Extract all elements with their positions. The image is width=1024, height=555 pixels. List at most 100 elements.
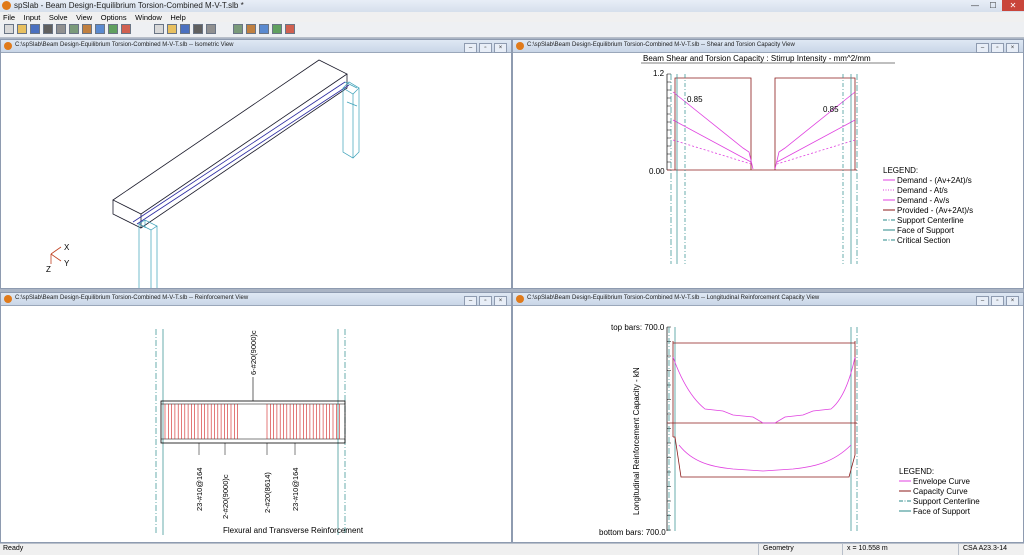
- legend-title: LEGEND:: [899, 467, 934, 476]
- pane-maximize-button[interactable]: ▫: [479, 296, 492, 306]
- stirrup-label-left: 23-#10@164: [195, 468, 204, 511]
- ytick-top: 1.2: [653, 69, 665, 78]
- menu-window[interactable]: Window: [135, 13, 162, 22]
- stirrups: [164, 404, 340, 439]
- minimize-button[interactable]: —: [971, 1, 979, 10]
- menu-solve[interactable]: Solve: [48, 13, 68, 22]
- status-bar: Ready Geometry x = 10.558 m CSA A23.3-14: [0, 543, 1024, 555]
- pane-minimize-button[interactable]: –: [976, 43, 989, 53]
- axis-z-label: Z: [46, 265, 51, 274]
- demand-curves: [672, 91, 856, 170]
- pane-title: C:\spSlab\Beam Design-Equilibrium Torsio…: [527, 295, 820, 301]
- axis-triad: [50, 246, 62, 264]
- status-ready: Ready: [3, 545, 24, 552]
- legend-entry: Critical Section: [897, 236, 950, 245]
- status-design-code: CSA A23.3-14: [963, 545, 1007, 552]
- bottom-bar-label-2: 2-#20(8614): [263, 472, 272, 513]
- pane-minimize-button[interactable]: –: [464, 43, 477, 53]
- copy-icon[interactable]: [69, 24, 79, 34]
- menu-help[interactable]: Help: [170, 13, 186, 22]
- pane-title: C:\spSlab\Beam Design-Equilibrium Torsio…: [15, 42, 234, 48]
- pane-close-button[interactable]: ×: [1006, 296, 1019, 306]
- menu-file[interactable]: File: [3, 13, 16, 22]
- paste-icon[interactable]: [82, 24, 92, 34]
- isometric-view-pane[interactable]: C:\spSlab\Beam Design-Equilibrium Torsio…: [0, 39, 512, 289]
- open-icon[interactable]: [17, 24, 27, 34]
- pane-maximize-button[interactable]: ▫: [479, 43, 492, 53]
- pane-icon: [516, 295, 524, 303]
- pane-minimize-button[interactable]: –: [976, 296, 989, 306]
- menu-view[interactable]: View: [76, 13, 93, 22]
- pane-header: C:\spSlab\Beam Design-Equilibrium Torsio…: [513, 40, 1023, 53]
- shear-torsion-chart: Beam Shear and Torsion Capacity : Stirru…: [641, 54, 973, 264]
- view-front-icon[interactable]: [167, 24, 177, 34]
- top-bars-label: top bars: 700.0: [611, 323, 665, 332]
- longitudinal-capacity-view-pane[interactable]: C:\spSlab\Beam Design-Equilibrium Torsio…: [512, 292, 1024, 543]
- app-logo-icon: [2, 1, 11, 10]
- legend-entry: Demand - At/s: [897, 186, 948, 195]
- pane-icon: [4, 42, 12, 50]
- pane-header: C:\spSlab\Beam Design-Equilibrium Torsio…: [513, 293, 1023, 306]
- solve-icon[interactable]: [121, 24, 131, 34]
- reinforcement-drawing: 6-#20(9000)c 23-#10@164 2-#20(9000)c 2-#…: [155, 329, 364, 535]
- ytick-zero: 0.00: [649, 167, 665, 176]
- pane-title: C:\spSlab\Beam Design-Equilibrium Torsio…: [15, 295, 249, 301]
- pane-maximize-button[interactable]: ▫: [991, 296, 1004, 306]
- legend-entry: Envelope Curve: [913, 477, 970, 486]
- zoom-extent-icon[interactable]: [272, 24, 282, 34]
- status-mode: Geometry: [763, 545, 794, 552]
- menu-input[interactable]: Input: [23, 13, 41, 22]
- axis-y-label: Y: [64, 259, 70, 268]
- legend-entry: Support Centerline: [913, 497, 980, 506]
- export-icon[interactable]: [108, 24, 118, 34]
- pan-icon[interactable]: [285, 24, 295, 34]
- print-preview-icon[interactable]: [56, 24, 66, 34]
- stirrup-label-right: 23-#10@164: [291, 468, 300, 511]
- bottom-bar-label-1: 2-#20(9000)c: [221, 474, 230, 519]
- pane-icon: [4, 295, 12, 303]
- delete-icon[interactable]: [154, 24, 164, 34]
- pane-maximize-button[interactable]: ▫: [991, 43, 1004, 53]
- beam-outline: [160, 400, 346, 444]
- legend-entry: Provided - (Av+2At)/s: [897, 206, 973, 215]
- zoom-out-icon[interactable]: [246, 24, 256, 34]
- legend-entry: Face of Support: [897, 226, 955, 235]
- zoom-in-icon[interactable]: [233, 24, 243, 34]
- value-label-left: 0.85: [687, 95, 703, 104]
- pane-close-button[interactable]: ×: [494, 43, 507, 53]
- status-coordinate: x = 10.558 m: [847, 545, 888, 552]
- pane-close-button[interactable]: ×: [494, 296, 507, 306]
- report-icon[interactable]: [95, 24, 105, 34]
- reinforcement-caption: Flexural and Transverse Reinforcement: [223, 526, 364, 535]
- isometric-drawing: X Y Z: [46, 59, 360, 288]
- new-icon[interactable]: [4, 24, 14, 34]
- value-label-right: 0.85: [823, 105, 839, 114]
- shear-torsion-view-pane[interactable]: C:\spSlab\Beam Design-Equilibrium Torsio…: [512, 39, 1024, 289]
- bottom-bars-label: bottom bars: 700.0: [599, 528, 666, 537]
- maximize-button[interactable]: ☐: [989, 1, 997, 10]
- reinforcement-view-pane[interactable]: C:\spSlab\Beam Design-Equilibrium Torsio…: [0, 292, 512, 543]
- legend-entry: Demand - Av/s: [897, 196, 949, 205]
- legend-entry: Face of Support: [913, 507, 971, 516]
- pane-minimize-button[interactable]: –: [464, 296, 477, 306]
- app-title: spSlab - Beam Design-Equilibrium Torsion…: [14, 1, 244, 10]
- print-icon[interactable]: [43, 24, 53, 34]
- legend-entry: Capacity Curve: [913, 487, 968, 496]
- menu-options[interactable]: Options: [100, 13, 127, 22]
- longitudinal-capacity-chart: top bars: 700.0 bottom bars: 700.0 Longi…: [599, 323, 980, 537]
- save-icon[interactable]: [30, 24, 40, 34]
- view-side-icon[interactable]: [193, 24, 203, 34]
- zoom-window-icon[interactable]: [259, 24, 269, 34]
- pane-icon: [516, 42, 524, 50]
- pane-close-button[interactable]: ×: [1006, 43, 1019, 53]
- toolbar: [0, 22, 1024, 38]
- view-top-icon[interactable]: [180, 24, 190, 34]
- envelope-curve: [672, 356, 856, 472]
- legend-title: LEGEND:: [883, 166, 918, 175]
- top-bar-label: 6-#20(9000)c: [249, 330, 258, 375]
- provided-capacity-line: [667, 77, 857, 171]
- view-iso-icon[interactable]: [206, 24, 216, 34]
- menu-bar: File Input Solve View Options Window Hel…: [0, 12, 1024, 22]
- close-button[interactable]: ✕: [1002, 0, 1024, 11]
